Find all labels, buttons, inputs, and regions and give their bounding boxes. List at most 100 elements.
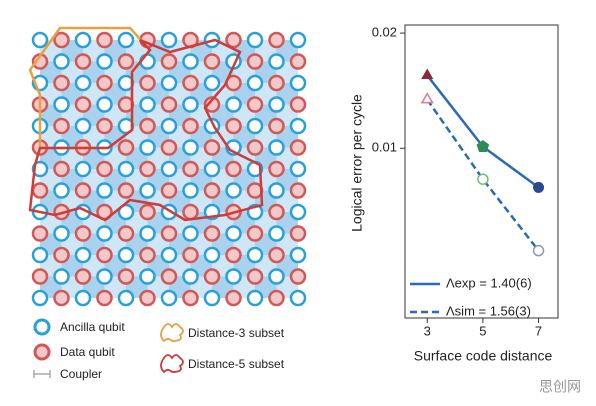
data-qubit <box>139 203 156 221</box>
legend-ancilla-icon <box>33 318 51 336</box>
data-qubit <box>53 160 70 178</box>
data-qubit <box>246 268 264 285</box>
data-qubit <box>246 53 264 70</box>
legend-label: Ancilla qubit <box>60 320 125 334</box>
ancilla-qubit <box>53 225 70 242</box>
data-qubit <box>182 160 199 178</box>
ancilla-qubit <box>182 139 199 156</box>
data-qubit <box>160 53 178 70</box>
ancilla-qubit <box>182 96 199 113</box>
data-qubit <box>53 74 70 92</box>
legend-d3-icon <box>160 323 184 343</box>
data-qubit <box>31 225 49 242</box>
ancilla-qubit <box>268 139 285 156</box>
data-qubit <box>74 96 92 113</box>
data-qubit <box>268 117 285 135</box>
ancilla-qubit <box>74 117 92 135</box>
data-qubit <box>268 31 285 49</box>
ancilla-qubit <box>96 53 113 70</box>
data-qubit <box>74 268 92 285</box>
ancilla-qubit <box>160 289 178 307</box>
data-qubit <box>289 96 307 113</box>
ancilla-qubit <box>117 160 135 178</box>
data-qubit <box>203 268 221 285</box>
data-qubit <box>182 117 199 135</box>
data-qubit <box>203 182 221 199</box>
ancilla-qubit <box>117 289 135 307</box>
ancilla-qubit <box>139 139 156 156</box>
ancilla-qubit <box>53 182 70 199</box>
data-qubit <box>139 289 156 307</box>
ancilla-qubit <box>225 225 242 242</box>
data-qubit <box>53 289 70 307</box>
ancilla-qubit <box>246 74 264 92</box>
data-qubit <box>246 96 264 113</box>
data-qubit <box>160 268 178 285</box>
data-qubit <box>225 246 242 264</box>
ancilla-qubit <box>53 268 70 285</box>
ancilla-qubit <box>96 225 113 242</box>
ancilla-qubit <box>96 182 113 199</box>
data-qubit <box>74 225 92 242</box>
ancilla-qubit <box>160 160 178 178</box>
ancilla-qubit <box>74 31 92 49</box>
data-qubit <box>160 225 178 242</box>
data-point <box>420 92 434 104</box>
data-qubit <box>53 31 70 49</box>
qubit-lattice <box>31 31 307 307</box>
data-qubit <box>160 139 178 156</box>
ancilla-qubit <box>182 182 199 199</box>
data-qubit <box>289 139 307 156</box>
ancilla-qubit <box>203 246 221 264</box>
data-qubit <box>74 53 92 70</box>
ancilla-qubit <box>203 289 221 307</box>
ancilla-qubit <box>96 96 113 113</box>
y-tick-label: 0.02 <box>372 25 397 40</box>
ancilla-qubit <box>268 96 285 113</box>
legend-label: Coupler <box>60 367 102 381</box>
data-qubit <box>225 160 242 178</box>
data-qubit <box>160 96 178 113</box>
ancilla-qubit <box>160 31 178 49</box>
data-qubit <box>31 268 49 285</box>
ancilla-qubit <box>203 74 221 92</box>
data-qubit <box>246 225 264 242</box>
ancilla-qubit <box>117 246 135 264</box>
ancilla-qubit <box>246 246 264 264</box>
ancilla-qubit <box>74 289 92 307</box>
ancilla-qubit <box>160 74 178 92</box>
fit-line <box>426 98 540 252</box>
ancilla-qubit <box>31 160 49 178</box>
data-point <box>421 68 434 79</box>
data-qubit <box>117 225 135 242</box>
plot: 0.01 0.02 3 5 7 Λexp = 1.40(6) Λsim = 1.56(3) <box>372 24 559 338</box>
ancilla-qubit <box>225 268 242 285</box>
data-qubit <box>53 117 70 135</box>
data-qubit <box>96 246 113 264</box>
legend-d5-icon <box>160 354 184 374</box>
data-qubit <box>268 246 285 264</box>
data-point <box>533 181 545 193</box>
ancilla-qubit <box>289 74 307 92</box>
ancilla-qubit <box>74 246 92 264</box>
ancilla-qubit <box>246 289 264 307</box>
ancilla-qubit <box>289 160 307 178</box>
ancilla-qubit <box>182 225 199 242</box>
data-qubit <box>203 53 221 70</box>
data-qubit <box>268 74 285 92</box>
data-qubit <box>96 160 113 178</box>
ancilla-qubit <box>268 182 285 199</box>
ancilla-qubit <box>53 96 70 113</box>
y-axis-label: Logical error per cycle <box>349 94 365 232</box>
watermark: 思创网 <box>539 379 581 395</box>
x-tick-label: 7 <box>535 323 542 338</box>
ancilla-qubit <box>160 117 178 135</box>
ancilla-qubit <box>117 203 135 221</box>
data-qubit <box>96 117 113 135</box>
ancilla-qubit <box>289 289 307 307</box>
legend-label: Data qubit <box>60 345 115 359</box>
x-tick-label: 3 <box>424 323 431 338</box>
data-qubit <box>289 53 307 70</box>
ancilla-qubit <box>74 160 92 178</box>
